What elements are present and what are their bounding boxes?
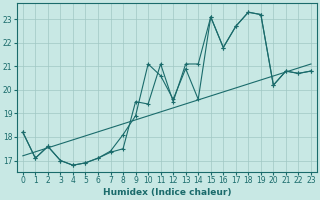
- X-axis label: Humidex (Indice chaleur): Humidex (Indice chaleur): [103, 188, 231, 197]
